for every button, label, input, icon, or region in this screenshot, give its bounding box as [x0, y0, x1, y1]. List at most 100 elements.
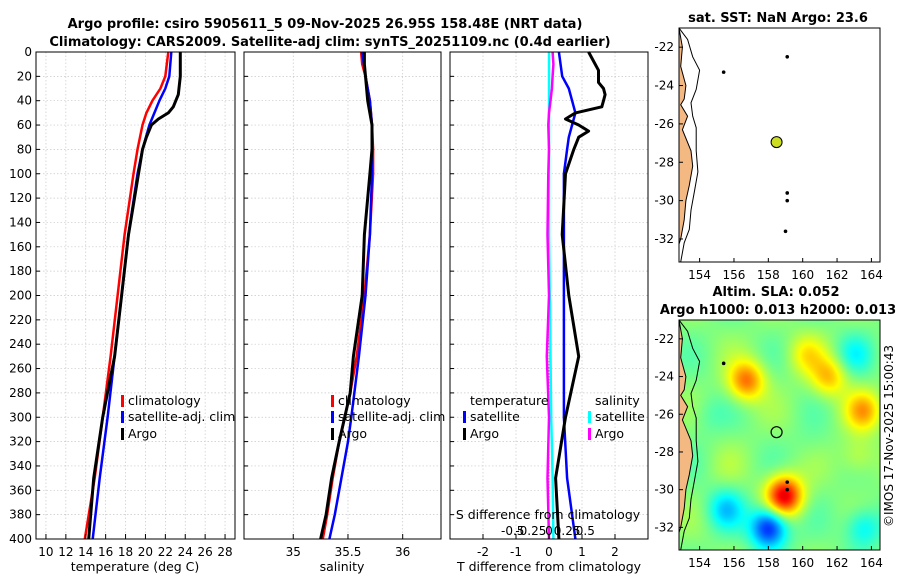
x-tick-label: 162	[826, 268, 849, 282]
grid	[36, 51, 235, 540]
series-line-argo	[319, 52, 374, 540]
title-line-2: Climatology: CARS2009. Satellite-adj cli…	[49, 35, 610, 50]
y-tick-label: 340	[9, 459, 32, 473]
coastline	[679, 320, 694, 534]
island	[785, 191, 790, 195]
sst-map-title: sat. SST: NaN Argo: 23.6	[688, 11, 868, 26]
legend-title-temperature: temperature	[470, 393, 549, 408]
legend-swatch-t-satellite	[463, 411, 466, 423]
x-tick-label: 28	[217, 545, 232, 559]
sst-map-panel: 154 156 158 160 162 164 -22 -24 -26 -28 -30 -32	[654, 27, 883, 282]
x-tick-label: 158	[757, 268, 780, 282]
y-tick-label: 140	[9, 215, 32, 229]
s-axis-label: S difference from climatology	[456, 507, 641, 522]
y-tick-label: -22	[654, 40, 674, 54]
x-axis-label: salinity	[320, 559, 365, 574]
x-axis-label: T difference from climatology	[456, 559, 642, 574]
x-tick-label: 10	[38, 545, 53, 559]
x-tick-label: 164	[860, 268, 883, 282]
x-tick-label: 12	[58, 545, 73, 559]
float-marker	[770, 426, 783, 439]
s-tick-label: -0.25	[515, 524, 546, 538]
shelf-contour	[679, 320, 701, 550]
temperature-panel: 10 12 14 16 18 20 22 24 26 2802040608010012014016…	[9, 45, 236, 574]
x-tick-label: 164	[860, 556, 883, 570]
x-tick-label: 26	[198, 545, 213, 559]
x-tick-label: 1	[578, 545, 586, 559]
y-tick-label: 400	[9, 532, 32, 546]
x-tick-label: 154	[688, 268, 711, 282]
island	[785, 480, 790, 484]
series-line-t-argo	[554, 51, 607, 540]
s-tick-label: 0.5	[576, 524, 595, 538]
sla-map-title-2: Argo h1000: 0.013 h2000: 0.013	[660, 303, 896, 318]
y-tick-label: -24	[654, 370, 674, 384]
map-frame	[678, 27, 881, 263]
s-tick-label: 0.25	[554, 524, 581, 538]
y-tick-label: 240	[9, 337, 32, 351]
legend-label-satellite: satellite-adj. clim	[128, 409, 235, 424]
y-tick-label: 180	[9, 264, 32, 278]
legend-label-s-argo: Argo	[595, 426, 624, 441]
legend-label-argo: Argo	[338, 426, 367, 441]
legend-title-salinity: salinity	[595, 393, 640, 408]
x-tick-label: 24	[178, 545, 193, 559]
y-tick-label: -30	[654, 194, 674, 208]
y-tick-label: 80	[17, 142, 32, 156]
x-tick-label: 18	[118, 545, 133, 559]
grid	[244, 51, 441, 540]
x-tick-label: 2	[611, 545, 619, 559]
x-tick-label: 160	[791, 556, 814, 570]
legend-swatch-argo	[331, 428, 334, 440]
y-tick-label: -26	[654, 407, 674, 421]
x-tick-label: 16	[98, 545, 113, 559]
x-tick-label: 0	[545, 545, 553, 559]
legend-swatch-t-argo	[463, 428, 466, 440]
legend-label-satellite: satellite-adj. clim	[338, 409, 445, 424]
x-tick-label: 160	[791, 268, 814, 282]
title-line-1: Argo profile: csiro 5905611_5 09-Nov-202…	[68, 17, 583, 32]
series-line-t-satellite	[557, 51, 577, 540]
salinity-panel: 35 35.5 36 salinity	[243, 51, 442, 574]
island	[785, 54, 790, 59]
difference-panel: -2 -1 0 1 2-0.5-0.250 0.250.5S difference fro…	[449, 51, 649, 574]
y-tick-label: 300	[9, 410, 32, 424]
float-marker	[770, 136, 783, 149]
y-tick-label: -22	[654, 332, 674, 346]
x-tick-label: 162	[826, 556, 849, 570]
y-tick-label: 160	[9, 240, 32, 254]
y-tick-label: -26	[654, 117, 674, 131]
legend-swatch-satellite	[331, 411, 334, 423]
y-tick-label: 380	[9, 508, 32, 522]
y-tick-label: -28	[654, 445, 674, 459]
sla-map-panel: 154 156 158 160 162 164 -22 -24 -26 -28 -30 -32	[654, 319, 883, 570]
x-axis-label: temperature (deg C)	[71, 559, 200, 574]
s-tick-label: -0.5	[501, 524, 524, 538]
land	[679, 28, 693, 245]
x-tick-label: 35.5	[335, 545, 362, 559]
legend-swatch-climatology	[121, 395, 124, 407]
map-area	[679, 28, 790, 262]
island	[785, 198, 790, 203]
map-frame	[678, 319, 881, 551]
salinity-legend: climatology satellite-adj. clim Argo	[331, 393, 445, 441]
series-line-satellite-adj-clim	[328, 51, 374, 540]
series-line-argo	[87, 52, 182, 540]
x-tick-label: 22	[158, 545, 173, 559]
map-area	[679, 320, 880, 550]
x-tick-label: -2	[477, 545, 489, 559]
legend-label-t-argo: Argo	[470, 426, 499, 441]
x-tick-label: 158	[757, 556, 780, 570]
y-tick-label: -32	[654, 520, 674, 534]
legend-swatch-argo	[121, 428, 124, 440]
y-tick-label: 260	[9, 362, 32, 376]
island	[783, 229, 788, 234]
legend-label-climatology: climatology	[338, 393, 411, 408]
y-tick-label: 320	[9, 435, 32, 449]
x-tick-label: -1	[510, 545, 522, 559]
y-tick-label: 200	[9, 289, 32, 303]
land	[679, 320, 693, 533]
coastline	[679, 28, 694, 246]
y-tick-label: -28	[654, 155, 674, 169]
